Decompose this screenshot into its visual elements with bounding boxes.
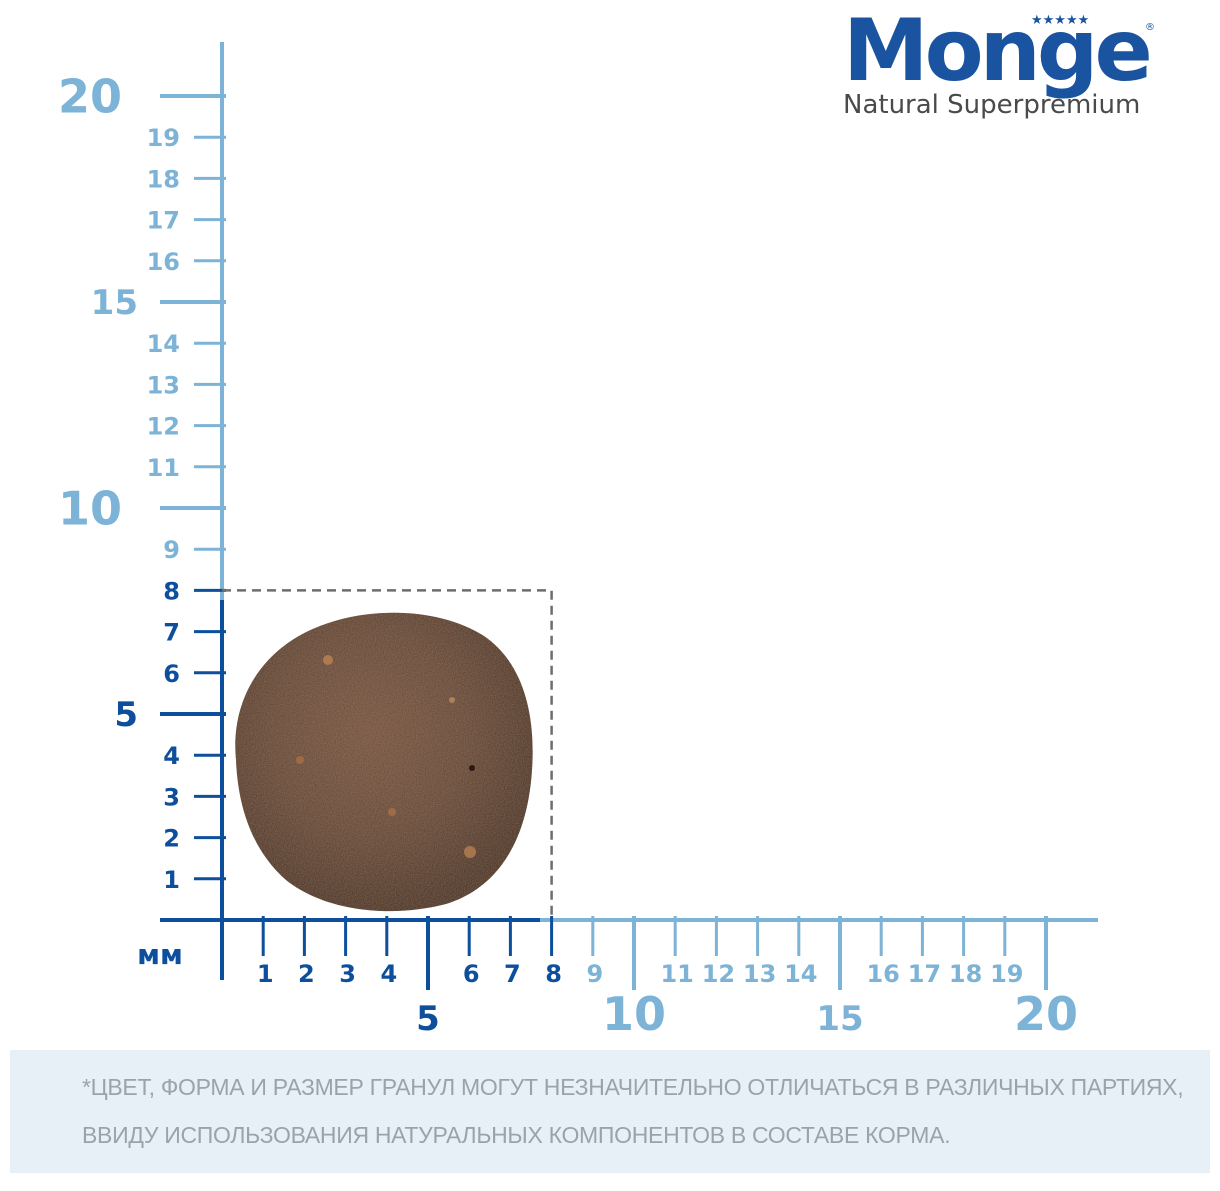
kibble-texture bbox=[235, 612, 533, 912]
unit-label: мм bbox=[137, 938, 183, 971]
x-minor-label: 7 bbox=[504, 960, 521, 988]
brand-logo: Monge ★★★★★ ® Natural Superpremium bbox=[843, 8, 1173, 133]
x-major-label: 5 bbox=[416, 999, 440, 1039]
y-minor-label: 16 bbox=[147, 248, 180, 276]
y-minor-label: 17 bbox=[147, 207, 180, 235]
registered-mark: ® bbox=[1145, 22, 1155, 33]
y-minor-label: 1 bbox=[163, 866, 180, 894]
x-minor-label: 12 bbox=[702, 960, 735, 988]
x-minor-label: 17 bbox=[908, 960, 941, 988]
y-major-label: 10 bbox=[58, 482, 122, 536]
x-minor-label: 18 bbox=[949, 960, 982, 988]
x-minor-label: 9 bbox=[586, 960, 603, 988]
x-minor-label: 14 bbox=[784, 960, 817, 988]
y-minor-label: 14 bbox=[147, 330, 180, 358]
y-minor-label: 4 bbox=[163, 742, 180, 770]
brand-tagline: Natural Superpremium bbox=[843, 90, 1141, 120]
x-minor-label: 1 bbox=[257, 960, 274, 988]
disclaimer-line-1: *ЦВЕТ, ФОРМА И РАЗМЕР ГРАНУЛ МОГУТ НЕЗНА… bbox=[82, 1074, 1184, 1100]
x-minor-label: 4 bbox=[380, 960, 397, 988]
x-minor-label: 3 bbox=[339, 960, 356, 988]
y-major-label: 15 bbox=[91, 283, 138, 323]
x-major-label: 20 bbox=[1014, 987, 1078, 1041]
x-major-label: 15 bbox=[816, 999, 863, 1039]
brand-stars-icon: ★★★★★ bbox=[1031, 13, 1090, 28]
y-minor-label: 18 bbox=[147, 165, 180, 193]
y-major-label: 5 bbox=[114, 695, 138, 735]
y-major-label: 20 bbox=[58, 70, 122, 124]
disclaimer-box: *ЦВЕТ, ФОРМА И РАЗМЕР ГРАНУЛ МОГУТ НЕЗНА… bbox=[10, 1050, 1210, 1173]
x-minor-label: 2 bbox=[298, 960, 315, 988]
x-major-label: 10 bbox=[602, 987, 666, 1041]
x-minor-label: 13 bbox=[743, 960, 776, 988]
x-minor-label: 16 bbox=[866, 960, 899, 988]
x-minor-label: 8 bbox=[545, 960, 562, 988]
y-minor-label: 13 bbox=[147, 371, 180, 399]
y-minor-label: 7 bbox=[163, 619, 180, 647]
y-minor-label: 2 bbox=[163, 825, 180, 853]
disclaimer-line-2: ВВИДУ ИСПОЛЬЗОВАНИЯ НАТУРАЛЬНЫХ КОМПОНЕН… bbox=[82, 1122, 951, 1148]
y-minor-label: 3 bbox=[163, 783, 180, 811]
y-minor-label: 12 bbox=[147, 413, 180, 441]
y-minor-label: 8 bbox=[163, 577, 180, 605]
brand-name: Monge bbox=[843, 1, 1153, 101]
y-minor-label: 9 bbox=[163, 536, 180, 564]
kibble-size-outline bbox=[222, 589, 553, 920]
y-minor-label: 11 bbox=[147, 454, 180, 482]
y-minor-label: 6 bbox=[163, 660, 180, 688]
x-minor-label: 11 bbox=[660, 960, 693, 988]
y-minor-label: 19 bbox=[147, 124, 180, 152]
x-minor-label: 19 bbox=[990, 960, 1023, 988]
x-minor-label: 6 bbox=[463, 960, 480, 988]
